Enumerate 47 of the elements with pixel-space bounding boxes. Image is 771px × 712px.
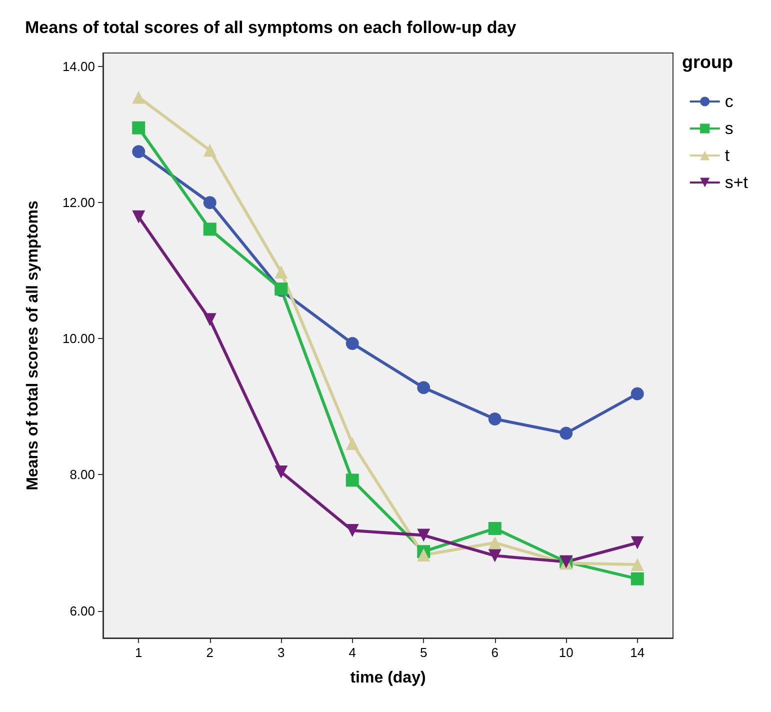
x-tick-label: 6 (491, 645, 498, 660)
point (132, 145, 146, 158)
legend-label: s (724, 119, 734, 138)
point (132, 90, 146, 104)
legend-label: s+t (724, 173, 748, 192)
y-tick-label: 10.00 (62, 331, 95, 346)
x-tick-label: 4 (348, 645, 356, 660)
legend-label: t (724, 146, 730, 165)
point (488, 549, 502, 562)
point (346, 436, 359, 450)
chart-title: Means of total scores of all symptoms on each follow-up day (25, 18, 517, 37)
y-tick-label: 14.00 (62, 59, 95, 74)
point (132, 121, 146, 134)
point (630, 536, 644, 550)
y-tick-label: 8.00 (70, 467, 95, 482)
legend-title: group (682, 52, 734, 72)
point (346, 524, 359, 538)
x-axis-title: time (day) (350, 670, 426, 686)
x-tick-label: 3 (278, 645, 285, 660)
point (346, 336, 359, 350)
point (417, 528, 430, 542)
point (203, 222, 216, 236)
point (203, 144, 216, 157)
x-tick-label: 10 (558, 645, 574, 660)
point (488, 412, 502, 426)
x-tick-label: 14 (630, 645, 645, 660)
point (630, 558, 644, 572)
y-tick-label: 6.00 (70, 603, 95, 618)
point (274, 266, 288, 279)
point (630, 387, 644, 400)
point (203, 313, 216, 326)
y-tick-label: 12.00 (62, 195, 95, 210)
x-tick-label: 1 (135, 645, 142, 660)
point (488, 522, 502, 535)
point (630, 572, 644, 586)
point (417, 548, 430, 562)
point (346, 474, 359, 487)
point (560, 426, 573, 440)
point (274, 466, 288, 479)
point (203, 196, 216, 210)
point (417, 381, 430, 394)
point (488, 536, 502, 550)
x-tick-label: 5 (420, 645, 428, 660)
y-axis-title: Means of total scores of all symptoms (24, 200, 42, 490)
legend-label: c (724, 92, 734, 111)
point (132, 210, 146, 224)
x-tick-label: 2 (206, 645, 214, 660)
